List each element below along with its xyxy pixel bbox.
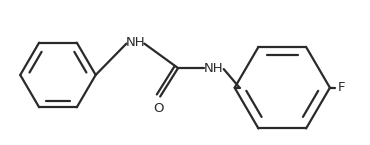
Text: O: O [153,102,164,115]
Text: NH: NH [204,62,223,75]
Text: F: F [338,81,346,94]
Text: NH: NH [125,36,145,49]
